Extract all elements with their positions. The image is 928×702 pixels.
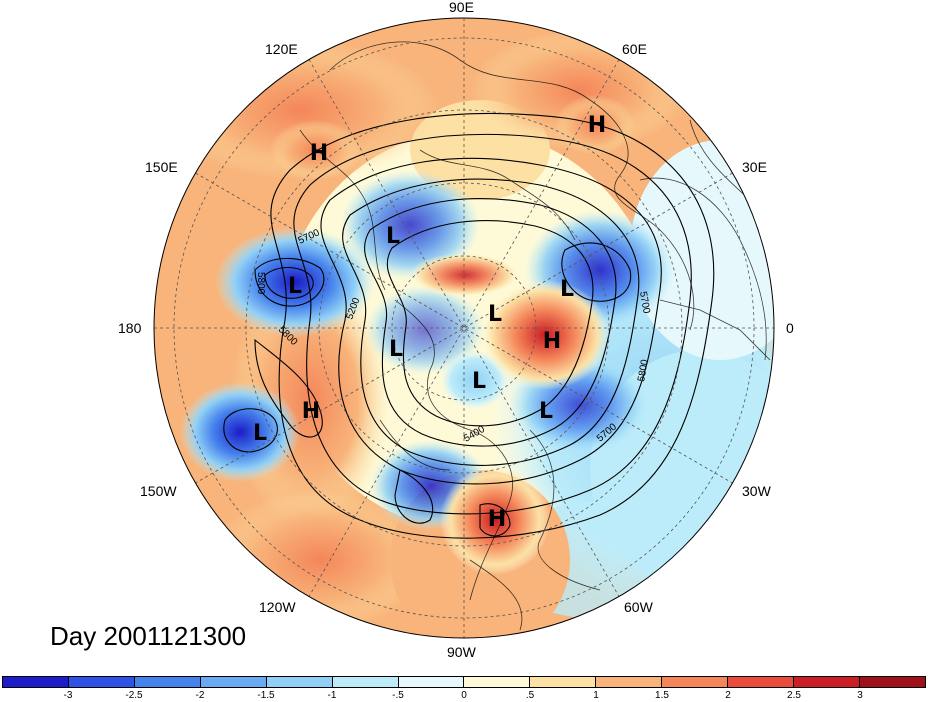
longitude-label-150e: 150E [145,159,178,175]
colorbar-cell [728,677,795,687]
colorbar-tick-label: 3 [857,690,863,701]
colorbar [2,676,926,688]
longitude-label-150w: 150W [140,483,177,499]
colorbar-tick-label: -3 [63,690,73,701]
meridians [154,18,774,638]
high-center-marker: H [543,329,561,354]
colorbar-tick-label: -.5 [392,690,404,701]
colorbar-cell [662,677,729,687]
height-contours [223,113,715,539]
coastlines [299,41,771,631]
colorbar-cell [68,677,135,687]
longitude-label-120e: 120E [265,41,298,57]
colorbar-tick-label: 2 [725,690,731,701]
colorbar-tick-label: 1 [593,690,599,701]
colorbar-tick-label: -1 [327,690,337,701]
longitude-label-90e: 90E [449,0,474,15]
colorbar-cell [464,677,531,687]
longitude-label-180: 180 [118,320,142,336]
colorbar-cell [398,677,465,687]
colorbar-cell [859,677,925,687]
longitude-label-60e: 60E [622,41,647,57]
colorbar-cell [332,677,399,687]
high-center-marker: H [588,113,606,138]
longitude-label-0: 0 [786,320,794,336]
longitude-label-90w: 90W [447,644,476,660]
colorbar-tick-label: -2.5 [125,690,143,701]
low-center-marker: L [539,399,553,424]
high-center-marker: H [302,399,320,424]
low-center-marker: L [389,337,403,362]
contour-label: 5700 [637,291,652,315]
colorbar-tick-label: 1.5 [655,690,669,701]
colorbar-tick-label: .5 [525,690,535,701]
high-center-marker: H [488,507,506,532]
colorbar-tick-label: -2 [195,690,205,701]
colorbar-cell [3,677,69,687]
low-center-marker: L [288,274,302,299]
low-center-marker: L [560,277,574,302]
high-center-marker: H [310,141,328,166]
colorbar-tick-label: 0 [461,690,467,701]
low-center-marker: L [488,302,502,327]
colorbar-cell [200,677,267,687]
colorbar-cell [134,677,201,687]
contour-label: 5800 [636,358,651,382]
longitude-label-30w: 30W [742,483,771,499]
colorbar-cell [596,677,663,687]
longitude-label-60w: 60W [624,599,653,615]
anomaly-field [154,18,774,638]
low-center-marker: L [472,369,486,394]
colorbar-tick-label: 2.5 [787,690,801,701]
low-center-marker: L [253,421,267,446]
map-boundary [153,17,775,639]
pressure-centers: H H L L L L H L L L H L H [253,113,606,532]
contour-label: 5800 [255,272,266,295]
longitude-label-120w: 120W [259,599,296,615]
low-center-marker: L [386,224,400,249]
colorbar-tick-label: -1.5 [257,690,275,701]
colorbar-cell [530,677,597,687]
longitude-label-30e: 30E [742,159,767,175]
colorbar-cell [794,677,860,687]
date-title: Day 2001121300 [50,621,247,651]
colorbar-cell [266,677,333,687]
